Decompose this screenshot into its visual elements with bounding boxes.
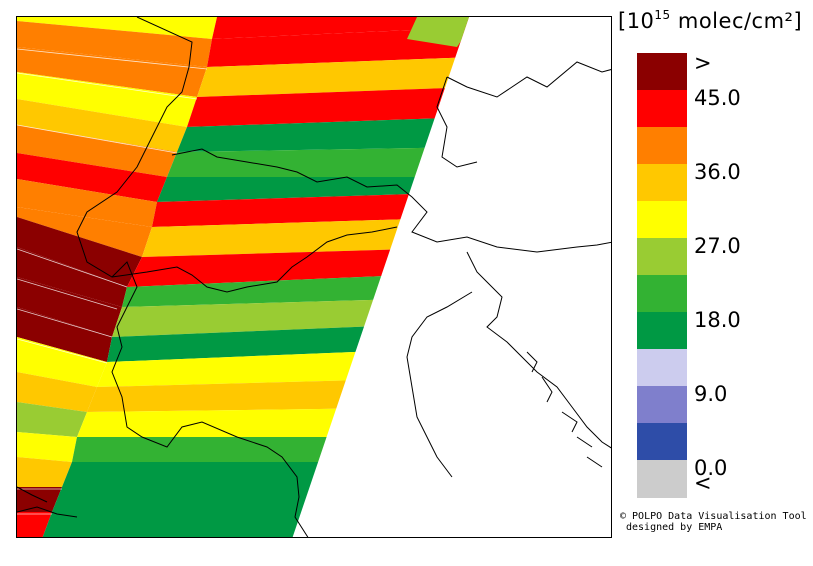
colorbar-swatch xyxy=(637,164,687,202)
units-suffix: molec/cm²] xyxy=(670,9,803,33)
colorbar-label: 27.0 xyxy=(694,234,741,258)
colorbar-label: 45.0 xyxy=(694,86,741,110)
units-exponent: 15 xyxy=(654,8,671,22)
colorbar-swatch xyxy=(637,423,687,461)
colorbar-swatch xyxy=(637,201,687,239)
colorbar-swatch xyxy=(637,386,687,424)
swath-strips xyxy=(17,17,469,537)
colorbar-label: < xyxy=(694,471,712,495)
map-canvas xyxy=(17,17,611,537)
credit-text: © POLPO Data Visualisation Tool designed… xyxy=(620,511,807,533)
units-label: [1015 molec/cm²] xyxy=(618,8,802,33)
colorbar xyxy=(637,53,687,498)
colorbar-swatch xyxy=(637,349,687,387)
colorbar-swatch xyxy=(637,312,687,350)
credit-line-2: designed by EMPA xyxy=(626,522,723,533)
credit-line-1: © POLPO Data Visualisation Tool xyxy=(620,511,807,522)
colorbar-swatch xyxy=(637,275,687,313)
satellite-swath xyxy=(17,17,469,537)
colorbar-swatch xyxy=(637,53,687,91)
colorbar-label: 9.0 xyxy=(694,382,728,406)
colorbar-label: 0.0 xyxy=(694,456,728,480)
colorbar-swatch xyxy=(637,460,687,498)
colorbar-swatch xyxy=(637,238,687,276)
colorbar-label: 36.0 xyxy=(694,160,741,184)
colorbar-label: 18.0 xyxy=(694,308,741,332)
borders-and-coastlines xyxy=(17,17,611,537)
units-prefix: [10 xyxy=(618,9,655,33)
map-panel xyxy=(16,16,612,538)
colorbar-swatch xyxy=(637,90,687,128)
colorbar-swatch xyxy=(637,127,687,165)
scan-lines xyxy=(17,48,208,515)
colorbar-label: > xyxy=(694,51,712,75)
